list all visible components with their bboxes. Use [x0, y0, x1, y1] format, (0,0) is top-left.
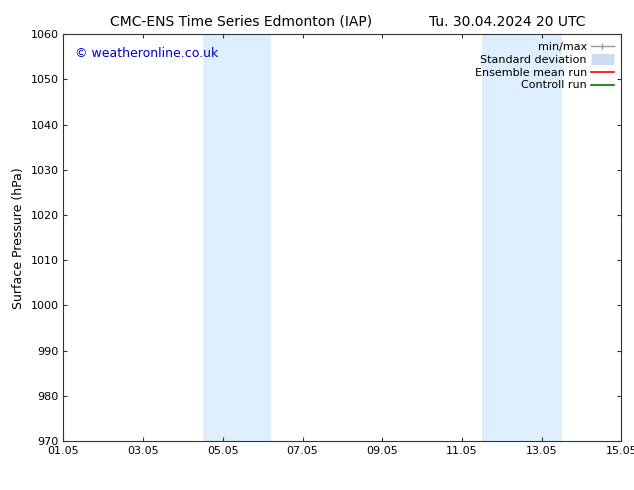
- Text: © weatheronline.co.uk: © weatheronline.co.uk: [75, 47, 218, 59]
- Y-axis label: Surface Pressure (hPa): Surface Pressure (hPa): [12, 167, 25, 309]
- Bar: [203, 34, 271, 441]
- Text: Tu. 30.04.2024 20 UTC: Tu. 30.04.2024 20 UTC: [429, 15, 585, 29]
- Text: CMC-ENS Time Series Edmonton (IAP): CMC-ENS Time Series Edmonton (IAP): [110, 15, 372, 29]
- Legend: min/max, Standard deviation, Ensemble mean run, Controll run: min/max, Standard deviation, Ensemble me…: [472, 40, 616, 93]
- Bar: [482, 34, 562, 441]
